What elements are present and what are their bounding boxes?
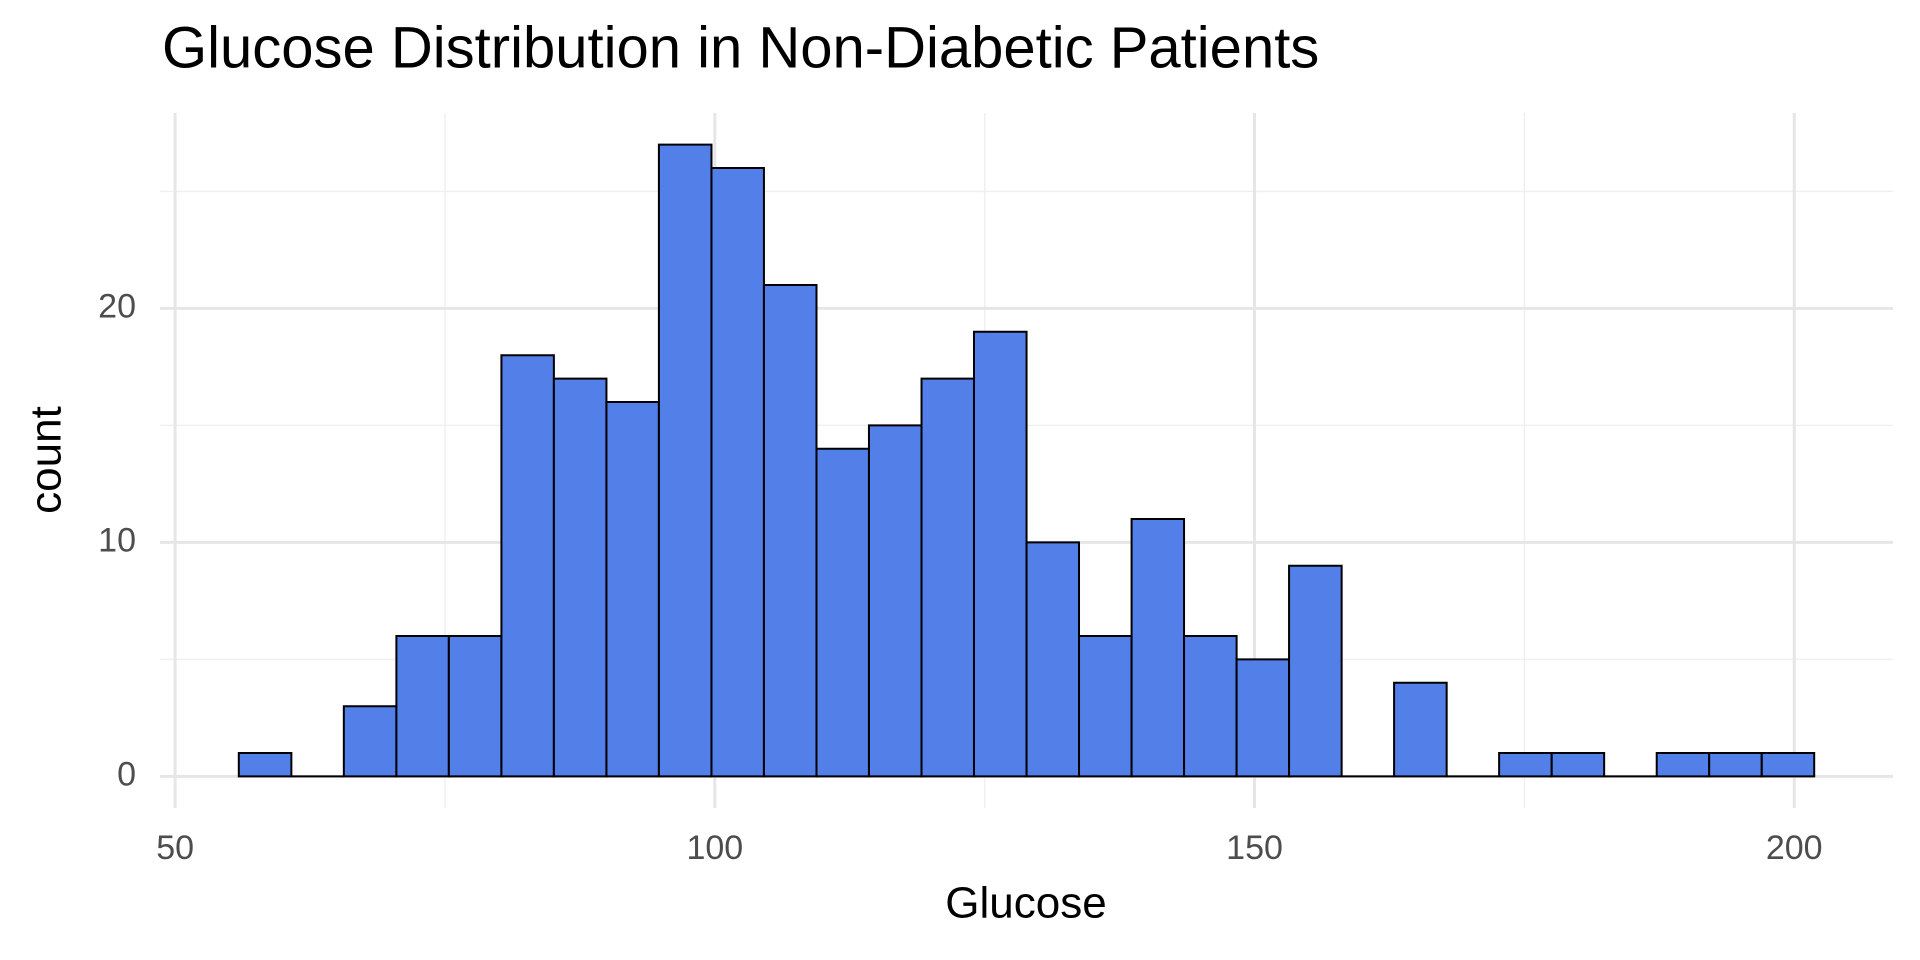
bar: [920, 377, 975, 778]
bar: [605, 400, 660, 778]
bar: [1550, 752, 1606, 778]
bar: [762, 283, 818, 778]
x-axis-title: Glucose: [945, 879, 1106, 928]
bar: [1393, 681, 1448, 778]
bar: [1498, 752, 1553, 778]
x-tick-label: 200: [1766, 829, 1823, 867]
bar: [1078, 635, 1133, 778]
bar: [867, 424, 923, 778]
bar: [395, 635, 450, 778]
y-tick-label: 0: [117, 755, 136, 793]
bar: [657, 143, 713, 778]
bar: [1708, 752, 1763, 778]
bar: [1288, 564, 1343, 778]
bar: [237, 752, 293, 778]
bar: [1760, 752, 1816, 778]
bar: [552, 377, 608, 778]
bar: [710, 166, 765, 778]
y-tick-label: 10: [98, 521, 136, 559]
bar: [500, 354, 555, 778]
x-tick-label: 150: [1226, 829, 1283, 867]
y-axis-title: count: [22, 406, 71, 514]
bar: [1235, 658, 1291, 778]
bar: [1183, 635, 1238, 778]
x-tick-label: 50: [156, 829, 194, 867]
bar: [815, 447, 870, 778]
bar: [1655, 752, 1711, 778]
bar: [972, 330, 1028, 778]
bars: [237, 143, 1816, 778]
x-tick-label: 100: [686, 829, 743, 867]
bar: [447, 635, 503, 778]
bar: [342, 705, 398, 778]
chart-title: Glucose Distribution in Non-Diabetic Pat…: [162, 15, 1319, 80]
bar: [1130, 518, 1186, 778]
y-tick-label: 20: [98, 287, 136, 325]
bar: [1025, 541, 1081, 778]
